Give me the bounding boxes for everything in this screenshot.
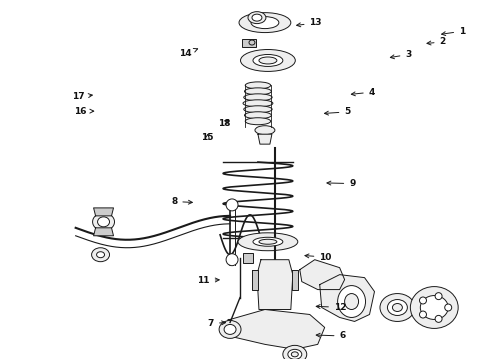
- Ellipse shape: [283, 345, 307, 360]
- Text: 18: 18: [218, 119, 231, 128]
- Ellipse shape: [244, 106, 272, 113]
- Text: 9: 9: [327, 179, 356, 188]
- Ellipse shape: [392, 303, 402, 311]
- Ellipse shape: [245, 112, 271, 119]
- Ellipse shape: [259, 239, 277, 244]
- Ellipse shape: [338, 285, 366, 318]
- Ellipse shape: [344, 293, 359, 310]
- Circle shape: [435, 293, 442, 300]
- Ellipse shape: [253, 54, 283, 67]
- Ellipse shape: [98, 217, 110, 227]
- Ellipse shape: [92, 248, 110, 262]
- Polygon shape: [252, 270, 258, 289]
- Text: 10: 10: [305, 253, 332, 262]
- Ellipse shape: [380, 293, 415, 321]
- Ellipse shape: [224, 324, 236, 334]
- Circle shape: [419, 311, 426, 318]
- Ellipse shape: [238, 233, 298, 251]
- Circle shape: [419, 297, 426, 304]
- Text: 8: 8: [171, 197, 193, 206]
- Bar: [243, 253, 253, 263]
- Ellipse shape: [420, 296, 448, 319]
- Text: 13: 13: [296, 18, 322, 27]
- Circle shape: [226, 254, 238, 266]
- Polygon shape: [292, 270, 298, 289]
- Polygon shape: [258, 134, 272, 144]
- Text: 5: 5: [324, 107, 351, 116]
- Polygon shape: [319, 275, 374, 321]
- Text: 1: 1: [441, 27, 466, 36]
- Ellipse shape: [259, 57, 277, 64]
- Polygon shape: [94, 208, 114, 216]
- Text: 4: 4: [351, 87, 375, 96]
- Text: 12: 12: [316, 303, 346, 312]
- Ellipse shape: [245, 82, 270, 89]
- Polygon shape: [94, 228, 114, 236]
- Ellipse shape: [219, 320, 241, 338]
- Circle shape: [435, 315, 442, 322]
- Ellipse shape: [243, 100, 273, 107]
- Ellipse shape: [239, 13, 291, 32]
- Ellipse shape: [255, 126, 275, 135]
- Circle shape: [445, 304, 452, 311]
- Circle shape: [226, 199, 238, 211]
- Ellipse shape: [251, 17, 279, 28]
- Ellipse shape: [292, 352, 298, 357]
- Ellipse shape: [241, 50, 295, 71]
- Text: 11: 11: [197, 276, 219, 285]
- Ellipse shape: [288, 349, 302, 359]
- Ellipse shape: [388, 300, 407, 315]
- Text: 7: 7: [208, 319, 225, 328]
- Ellipse shape: [244, 94, 272, 101]
- Text: 14: 14: [179, 49, 197, 58]
- Text: 16: 16: [74, 107, 94, 116]
- Text: 3: 3: [391, 50, 412, 59]
- Ellipse shape: [253, 237, 283, 246]
- Polygon shape: [300, 260, 344, 289]
- Ellipse shape: [97, 252, 104, 258]
- Text: 6: 6: [316, 332, 346, 341]
- Ellipse shape: [252, 14, 262, 21]
- Ellipse shape: [248, 12, 266, 24]
- Ellipse shape: [245, 118, 270, 125]
- Polygon shape: [257, 260, 293, 310]
- Text: 17: 17: [72, 92, 92, 101]
- Ellipse shape: [410, 287, 458, 328]
- Polygon shape: [225, 310, 325, 349]
- Ellipse shape: [249, 40, 255, 45]
- Text: 15: 15: [201, 133, 214, 142]
- Bar: [242, 39, 256, 46]
- Ellipse shape: [93, 213, 115, 231]
- Text: 2: 2: [427, 37, 446, 46]
- Ellipse shape: [245, 88, 271, 95]
